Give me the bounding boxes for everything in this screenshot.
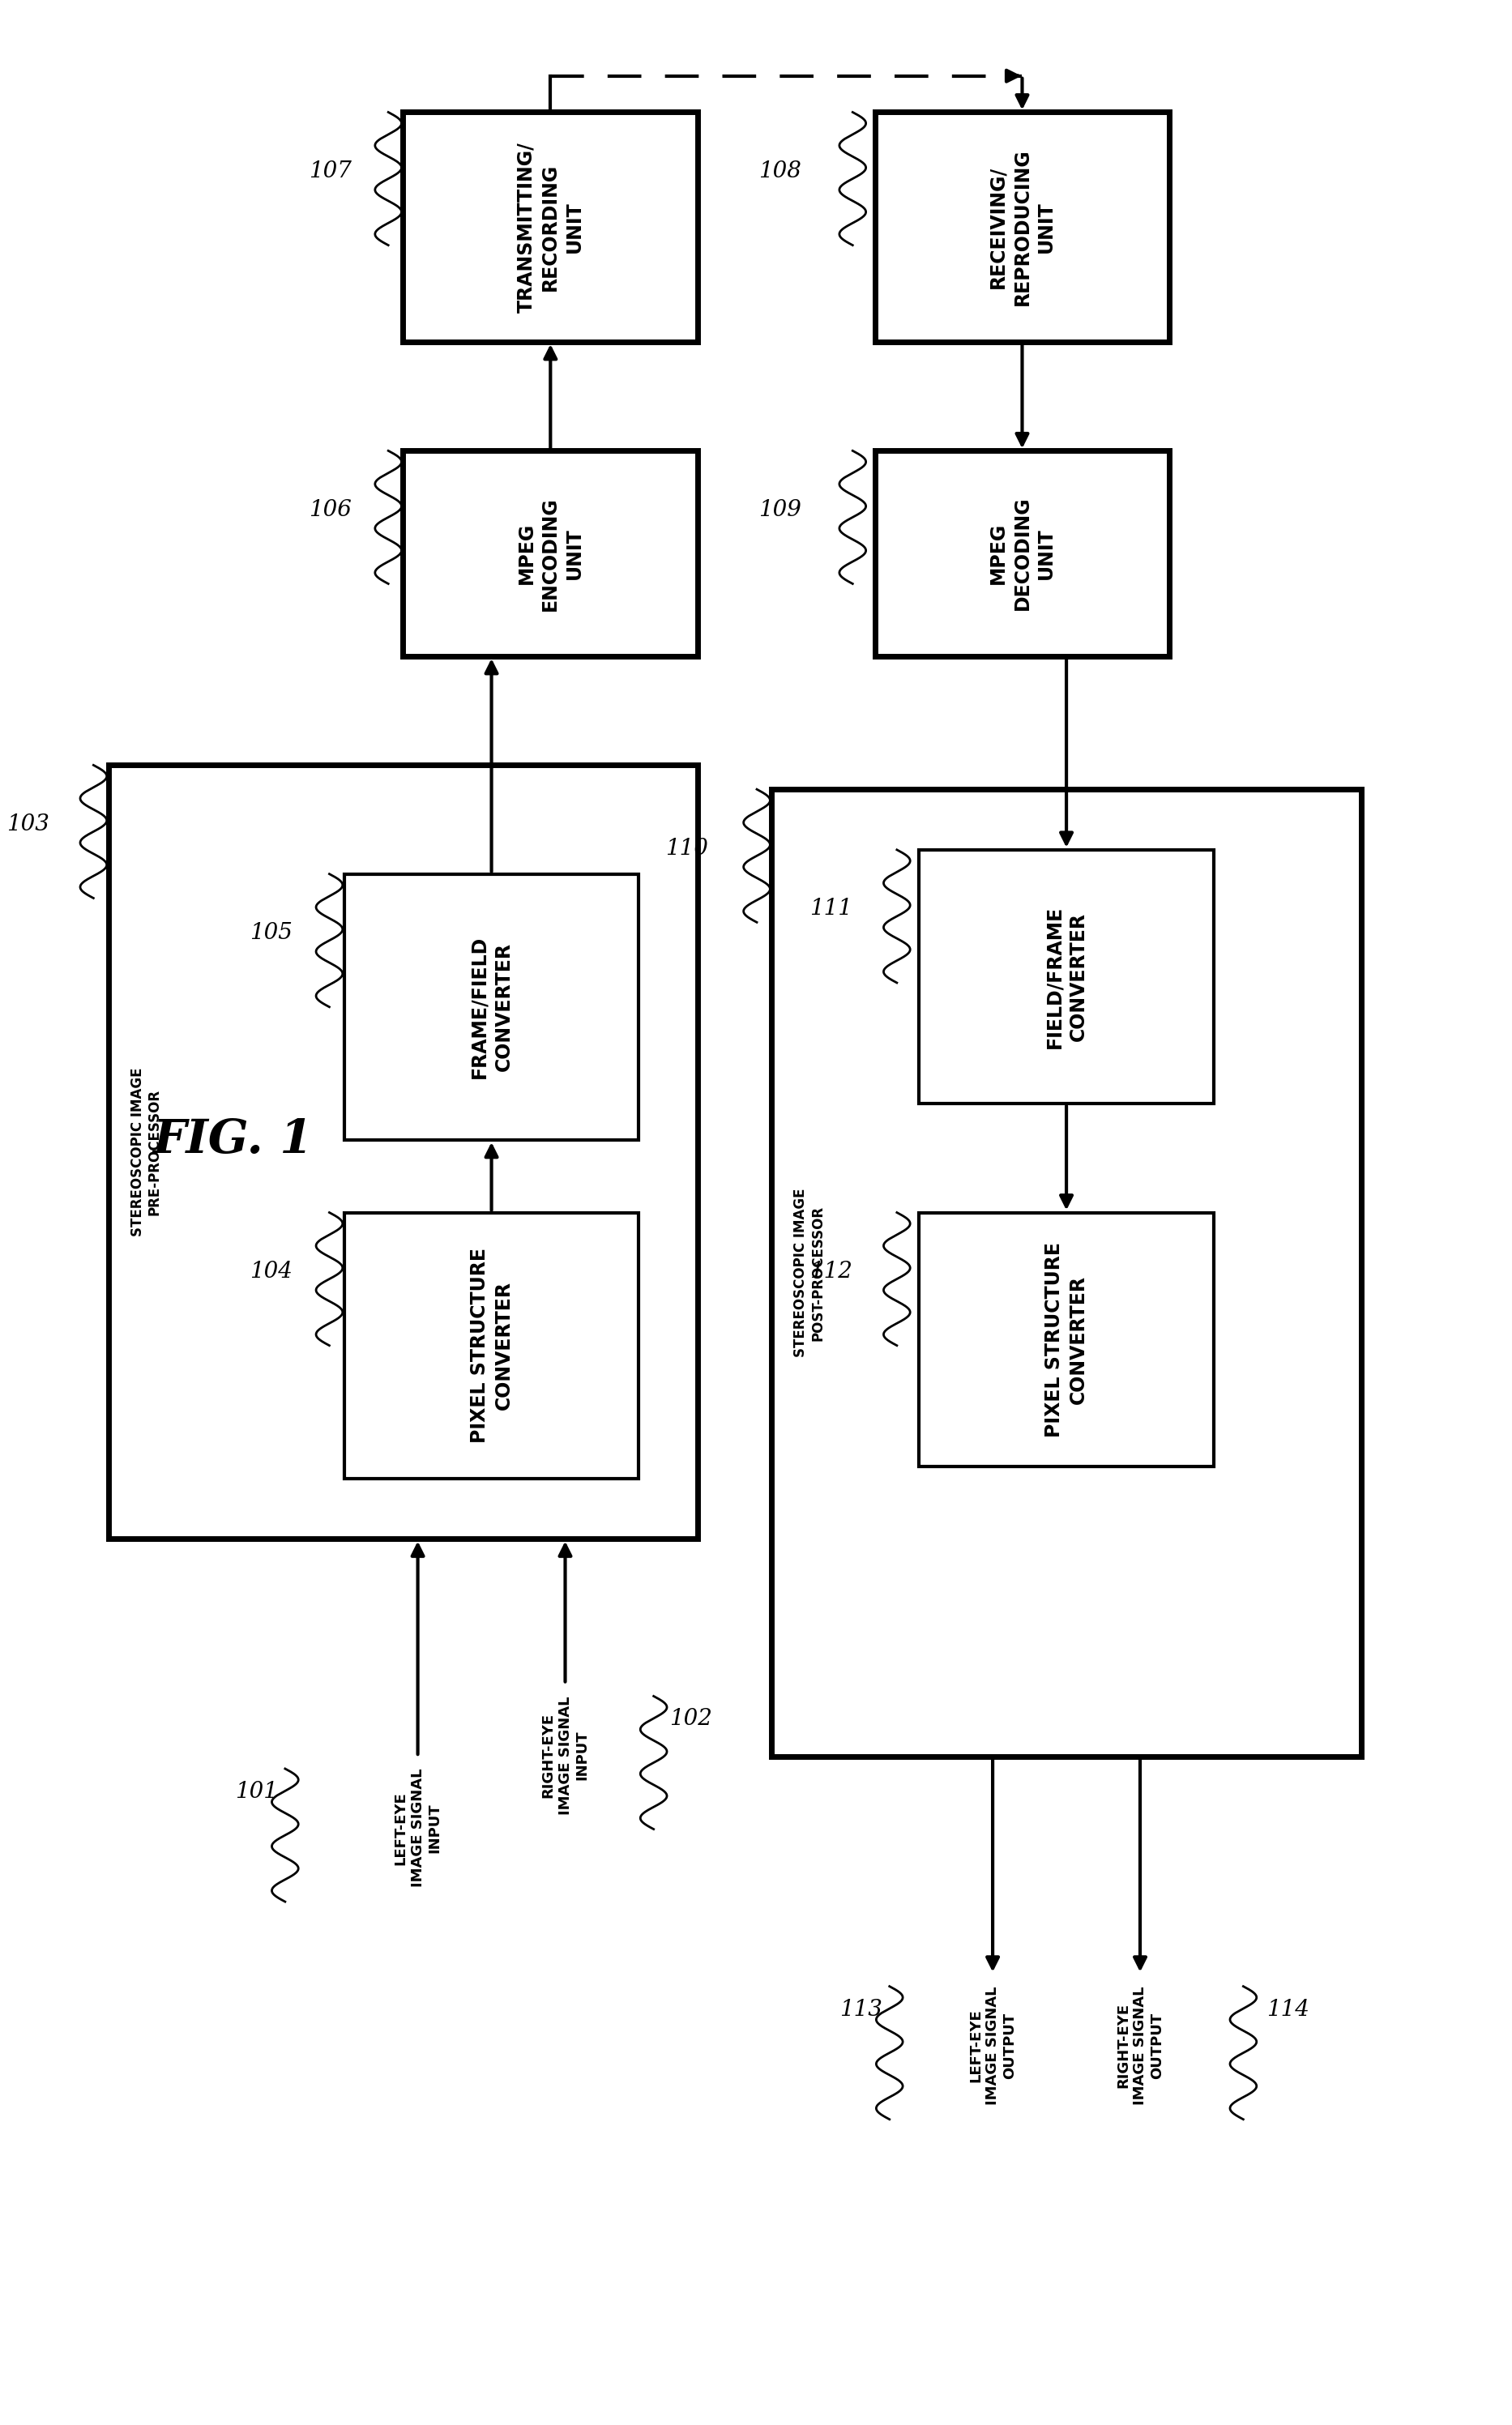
Text: TRANSMITTING/
RECORDING
UNIT: TRANSMITTING/ RECORDING UNIT	[517, 141, 584, 313]
Text: 112: 112	[810, 1261, 853, 1283]
Bar	[875, 112, 1170, 342]
Text: 109: 109	[758, 500, 801, 521]
Text: 113: 113	[839, 1998, 881, 2020]
Bar	[345, 873, 640, 1140]
Bar	[345, 1212, 640, 1479]
Text: LEFT-EYE
IMAGE SIGNAL
INPUT: LEFT-EYE IMAGE SIGNAL INPUT	[393, 1768, 442, 1887]
Text: RIGHT-EYE
IMAGE SIGNAL
OUTPUT: RIGHT-EYE IMAGE SIGNAL OUTPUT	[1116, 1986, 1164, 2105]
Text: MPEG
DECODING
UNIT: MPEG DECODING UNIT	[989, 497, 1055, 611]
Text: FIG. 1: FIG. 1	[153, 1118, 313, 1164]
Text: FRAME/FIELD
CONVERTER: FRAME/FIELD CONVERTER	[470, 936, 513, 1079]
Text: 110: 110	[665, 837, 708, 858]
Bar	[771, 788, 1361, 1756]
Text: 102: 102	[670, 1707, 712, 1729]
Text: 105: 105	[249, 922, 292, 943]
Text: 104: 104	[249, 1261, 292, 1283]
Text: STEREOSCOPIC IMAGE
POST-PROCESSOR: STEREOSCOPIC IMAGE POST-PROCESSOR	[794, 1188, 826, 1358]
Bar	[919, 1212, 1214, 1467]
Bar	[875, 451, 1170, 657]
Text: 111: 111	[810, 897, 853, 919]
Text: 107: 107	[308, 160, 351, 182]
Text: 101: 101	[234, 1780, 278, 1802]
Text: 114: 114	[1267, 1998, 1309, 2020]
Text: LEFT-EYE
IMAGE SIGNAL
OUTPUT: LEFT-EYE IMAGE SIGNAL OUTPUT	[969, 1986, 1018, 2105]
Bar	[919, 849, 1214, 1103]
Text: 108: 108	[758, 160, 801, 182]
Text: FIELD/FRAME
CONVERTER: FIELD/FRAME CONVERTER	[1045, 905, 1089, 1048]
Text: RECEIVING/
REPRODUCING
UNIT: RECEIVING/ REPRODUCING UNIT	[989, 148, 1055, 306]
Text: PIXEL STRUCTURE
CONVERTER: PIXEL STRUCTURE CONVERTER	[470, 1249, 513, 1443]
Text: 106: 106	[308, 500, 351, 521]
Bar	[404, 451, 699, 657]
Bar	[404, 112, 699, 342]
Text: 103: 103	[6, 812, 50, 834]
Text: MPEG
ENCODING
UNIT: MPEG ENCODING UNIT	[517, 497, 584, 611]
Text: STEREOSCOPIC IMAGE
PRE-PROCESSOR: STEREOSCOPIC IMAGE PRE-PROCESSOR	[130, 1067, 162, 1237]
Text: RIGHT-EYE
IMAGE SIGNAL
INPUT: RIGHT-EYE IMAGE SIGNAL INPUT	[541, 1695, 590, 1814]
Bar	[109, 766, 699, 1540]
Text: PIXEL STRUCTURE
CONVERTER: PIXEL STRUCTURE CONVERTER	[1045, 1242, 1089, 1438]
